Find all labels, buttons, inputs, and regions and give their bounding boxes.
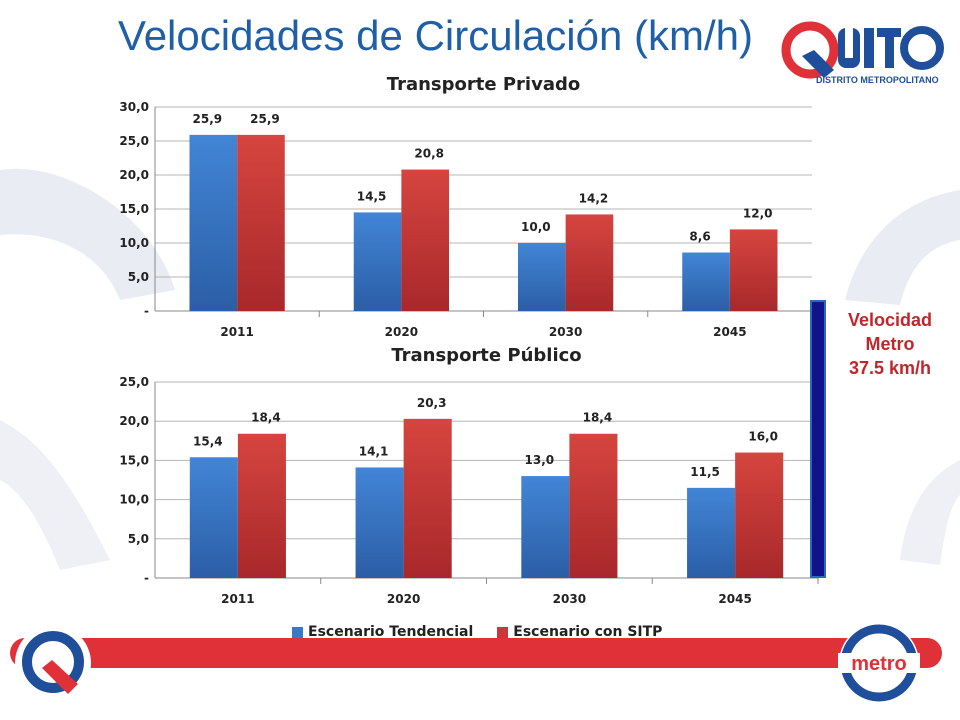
- bar-sitp: [569, 433, 618, 578]
- chart-title: Transporte Privado: [387, 74, 580, 95]
- bar-tendencial: [521, 476, 570, 578]
- y-tick-label: 15,0: [119, 453, 149, 467]
- y-tick-label: 25,0: [119, 375, 149, 389]
- y-tick-label: 30,0: [119, 100, 149, 114]
- data-label: 25,9: [193, 112, 223, 126]
- metro-label-line2: Metro: [865, 334, 915, 354]
- y-tick-label: 10,0: [119, 236, 149, 250]
- bar-sitp: [565, 214, 614, 311]
- data-label: 18,4: [251, 411, 281, 425]
- data-label: 13,0: [525, 453, 555, 467]
- data-label: 11,5: [690, 465, 720, 479]
- legend-swatch-red: [497, 626, 509, 638]
- metro-speed-label: Velocidad Metro 37.5 km/h: [830, 308, 950, 380]
- metro-logo-text: metro: [851, 653, 907, 675]
- bar-tendencial: [517, 243, 566, 311]
- slide-title: Velocidades de Circulación (km/h): [118, 12, 753, 59]
- x-category-label: 2020: [387, 592, 420, 606]
- bar-sitp: [401, 169, 450, 311]
- x-category-label: 2030: [549, 325, 582, 339]
- x-category-label: 2011: [220, 325, 253, 339]
- y-tick-label: 5,0: [128, 532, 149, 546]
- metro-label-line3: 37.5 km/h: [848, 358, 932, 378]
- data-label: 16,0: [748, 430, 778, 444]
- data-label: 8,6: [689, 230, 710, 244]
- x-category-label: 2045: [713, 325, 746, 339]
- y-tick-label: 25,0: [119, 134, 149, 148]
- data-label: 20,8: [414, 147, 444, 161]
- y-tick-label: 5,0: [128, 270, 149, 284]
- data-label: 10,0: [521, 220, 551, 234]
- metro-label-line1: Velocidad: [847, 310, 933, 330]
- x-category-label: 2011: [221, 592, 254, 606]
- legend-swatch-blue: [292, 626, 303, 638]
- bar-sitp: [729, 229, 778, 311]
- bar-tendencial: [189, 457, 238, 578]
- x-category-label: 2030: [553, 592, 586, 606]
- y-tick-label: 20,0: [119, 414, 149, 428]
- legend-label: Escenario con SITP: [513, 624, 663, 640]
- bar-tendencial: [353, 212, 402, 311]
- bottom-red-band: [10, 638, 942, 668]
- bar-tendencial: [682, 252, 730, 311]
- bar-tendencial: [687, 487, 736, 578]
- y-tick-label: -: [144, 304, 149, 318]
- metro-speed-bar: [810, 300, 826, 578]
- legend-item-tendencial: Escenario Tendencial: [292, 624, 473, 640]
- legend-item-sitp: Escenario con SITP: [497, 624, 662, 640]
- chart-legend: Escenario Tendencial Escenario con SITP: [292, 622, 686, 642]
- bar-tendencial: [189, 134, 238, 311]
- bar-sitp: [403, 418, 452, 578]
- x-category-label: 2045: [718, 592, 751, 606]
- y-tick-label: -: [144, 571, 149, 585]
- y-tick-label: 15,0: [119, 202, 149, 216]
- data-label: 14,5: [357, 189, 387, 203]
- bar-sitp: [735, 452, 784, 578]
- data-label: 25,9: [250, 112, 280, 126]
- quito-logo: DISTRITO METROPOLITANO: [781, 21, 944, 85]
- chart-title: Transporte Público: [391, 345, 581, 366]
- data-label: 15,4: [193, 434, 223, 448]
- y-tick-label: 10,0: [119, 493, 149, 507]
- metro-logo: metro: [838, 623, 920, 703]
- data-label: 18,4: [583, 411, 613, 425]
- legend-label: Escenario Tendencial: [308, 624, 474, 640]
- data-label: 12,0: [743, 206, 773, 220]
- bar-sitp: [237, 433, 286, 578]
- logo-subtitle: DISTRITO METROPOLITANO: [816, 75, 939, 85]
- x-category-label: 2020: [385, 325, 418, 339]
- data-label: 14,1: [359, 444, 389, 458]
- quito-q-logo-icon: [15, 625, 91, 701]
- data-label: 20,3: [417, 396, 447, 410]
- data-label: 14,2: [579, 191, 609, 205]
- bar-tendencial: [355, 467, 404, 578]
- y-tick-label: 20,0: [119, 168, 149, 182]
- bar-sitp: [237, 134, 285, 311]
